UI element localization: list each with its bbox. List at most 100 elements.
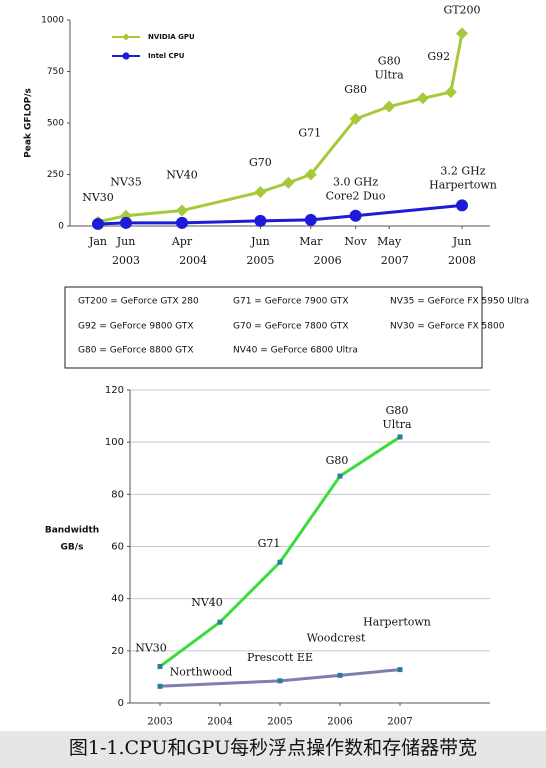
point-label: 3.0 GHz bbox=[333, 176, 378, 189]
y-tick-label: 0 bbox=[58, 222, 64, 232]
y-tick-label: 0 bbox=[118, 698, 124, 709]
x-tick-label: Jan bbox=[88, 235, 107, 248]
data-point bbox=[282, 176, 295, 189]
legend-table-entry: G71 = GeForce 7900 GTX bbox=[233, 297, 349, 307]
data-point bbox=[254, 186, 267, 199]
point-label: NV35 bbox=[110, 176, 142, 189]
caption-bar bbox=[0, 731, 546, 768]
x-year-label: 2003 bbox=[112, 254, 140, 267]
legend-table-box bbox=[64, 286, 483, 369]
point-label: NV40 bbox=[191, 596, 223, 609]
y-tick-label: 60 bbox=[111, 542, 124, 553]
data-point bbox=[277, 559, 283, 565]
legend-table-entry: G80 = GeForce 8800 GTX bbox=[78, 346, 194, 356]
x-year-label: 2008 bbox=[448, 254, 476, 267]
x-year-label: 2006 bbox=[314, 254, 342, 267]
point-label: Core2 Duo bbox=[326, 190, 386, 203]
y-tick-label: 20 bbox=[111, 646, 124, 657]
point-label: G80 bbox=[378, 55, 401, 68]
data-point bbox=[277, 678, 283, 684]
point-label: G70 bbox=[249, 156, 272, 169]
y-tick-label: 500 bbox=[47, 119, 64, 129]
point-label: Ultra bbox=[375, 69, 404, 82]
legend-table-entry: G70 = GeForce 7800 GTX bbox=[233, 322, 349, 332]
legend-label: Intel CPU bbox=[148, 52, 185, 60]
data-point bbox=[349, 209, 362, 222]
data-point bbox=[176, 204, 188, 217]
data-point bbox=[176, 216, 188, 229]
x-tick-label: Jun bbox=[116, 235, 136, 248]
point-label: Northwood bbox=[170, 665, 233, 678]
point-label: Woodcrest bbox=[307, 631, 366, 644]
series-line bbox=[97, 33, 464, 224]
point-label: Prescott EE bbox=[247, 651, 313, 664]
point-label: G80 bbox=[386, 404, 409, 417]
y-axis-label: GB/s bbox=[61, 543, 84, 553]
data-point bbox=[349, 112, 362, 125]
point-label: NV40 bbox=[166, 169, 198, 182]
x-year-label: 2005 bbox=[246, 254, 274, 267]
y-tick-label: 1000 bbox=[41, 16, 64, 26]
data-point bbox=[456, 199, 468, 212]
data-point bbox=[157, 683, 163, 689]
x-tick-label: May bbox=[377, 235, 402, 248]
point-label: G80 bbox=[344, 83, 367, 96]
point-label: G71 bbox=[258, 537, 281, 550]
x-year-label: 2004 bbox=[179, 254, 207, 267]
data-point bbox=[304, 213, 317, 226]
point-label: Ultra bbox=[382, 418, 411, 431]
legend-label: NVIDIA GPU bbox=[148, 33, 195, 41]
legend-marker bbox=[122, 52, 130, 60]
legend-table-entry: NV30 = GeForce FX 5800 bbox=[390, 322, 505, 332]
x-year-label: 2007 bbox=[381, 254, 409, 267]
data-point bbox=[337, 473, 343, 479]
point-label: NV30 bbox=[82, 191, 114, 204]
data-point bbox=[444, 86, 457, 99]
data-point bbox=[217, 619, 223, 625]
point-label: G80 bbox=[326, 454, 349, 467]
point-label: G92 bbox=[427, 50, 450, 63]
x-tick-label: 2003 bbox=[147, 717, 172, 728]
data-point bbox=[383, 100, 396, 113]
data-point bbox=[416, 92, 429, 105]
data-point bbox=[157, 663, 163, 669]
x-tick-label: Mar bbox=[299, 235, 323, 248]
data-point bbox=[92, 217, 104, 230]
data-point bbox=[337, 672, 343, 678]
series-line bbox=[159, 668, 401, 688]
x-tick-label: Nov bbox=[344, 235, 367, 248]
legend-marker bbox=[122, 33, 130, 41]
x-tick-label: Apr bbox=[171, 235, 193, 248]
legend-table-entry: G92 = GeForce 9800 GTX bbox=[78, 322, 194, 332]
y-tick-label: 750 bbox=[47, 67, 64, 77]
data-point bbox=[456, 27, 468, 40]
data-point bbox=[304, 168, 317, 181]
legend-table-entry: NV40 = GeForce 6800 Ultra bbox=[233, 346, 358, 356]
y-axis-label: Bandwidth bbox=[45, 526, 99, 536]
x-tick-label: Jun bbox=[250, 235, 270, 248]
data-point bbox=[397, 434, 403, 440]
y-tick-label: 120 bbox=[105, 385, 124, 396]
y-tick-label: 100 bbox=[105, 437, 124, 448]
point-label: GT200 bbox=[443, 3, 480, 16]
x-tick-label: 2007 bbox=[387, 717, 412, 728]
data-point bbox=[397, 667, 403, 673]
point-label: Harpertown bbox=[363, 616, 431, 629]
x-tick-label: 2006 bbox=[327, 717, 352, 728]
data-point bbox=[254, 214, 267, 227]
x-tick-label: 2005 bbox=[267, 717, 292, 728]
data-point bbox=[120, 216, 132, 229]
y-tick-label: 80 bbox=[111, 489, 124, 500]
legend-table-entry: NV35 = GeForce FX 5950 Ultra bbox=[390, 297, 529, 307]
legend-table-entry: GT200 = GeForce GTX 280 bbox=[78, 297, 199, 307]
caption: 图1-1.CPU和GPU每秒浮点操作数和存储器带宽 bbox=[69, 737, 477, 759]
y-tick-label: 250 bbox=[47, 170, 64, 180]
point-label: G71 bbox=[298, 127, 321, 140]
y-tick-label: 40 bbox=[111, 594, 124, 605]
y-axis-label: Peak GFLOP/s bbox=[24, 88, 34, 158]
x-tick-label: 2004 bbox=[207, 717, 232, 728]
point-label: Harpertown bbox=[429, 178, 497, 191]
point-label: NV30 bbox=[135, 641, 167, 654]
point-label: 3.2 GHz bbox=[440, 164, 485, 177]
